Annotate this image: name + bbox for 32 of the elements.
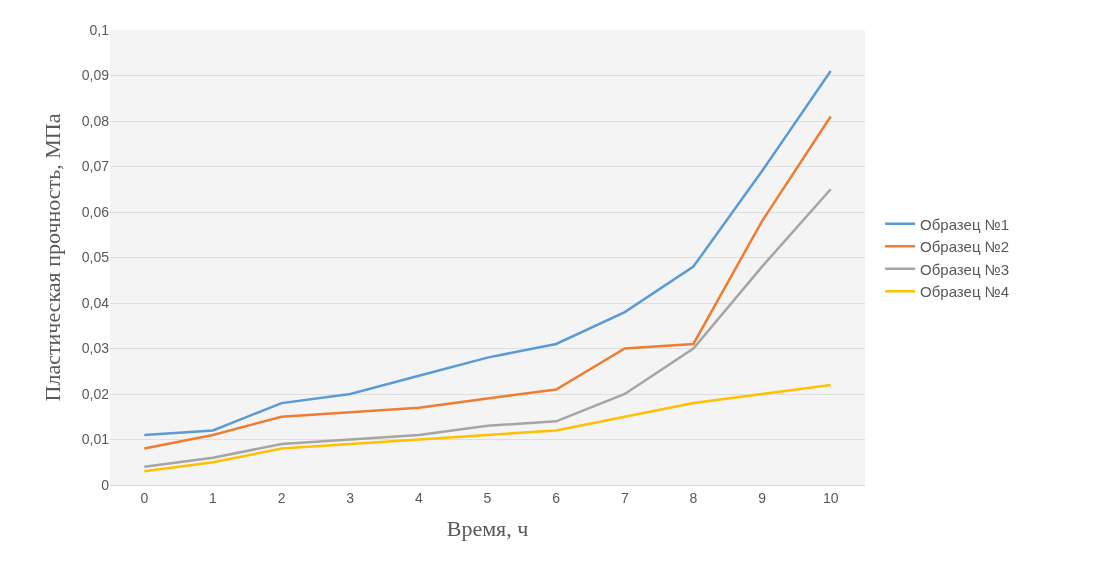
- y-axis-title: Пластическая прочность, МПа: [39, 113, 65, 402]
- x-tick-label: 9: [758, 489, 767, 506]
- x-axis-title: Время, ч: [446, 515, 529, 541]
- legend-label: Образец №3: [920, 260, 1010, 278]
- y-tick-label: 0,1: [89, 21, 110, 38]
- line-series: [143, 383, 832, 473]
- x-tick-label: 6: [552, 489, 561, 506]
- y-tick-label: 0,02: [81, 385, 110, 402]
- line-series: [143, 188, 832, 469]
- legend-label: Образец №4: [920, 283, 1010, 301]
- y-tick-label: 0,03: [81, 340, 110, 357]
- x-tick-label: 8: [689, 489, 698, 506]
- y-tick-label: 0,01: [81, 431, 110, 448]
- line-series: [143, 115, 832, 450]
- x-tick-label: 1: [209, 489, 218, 506]
- legend-label: Образец №1: [920, 215, 1010, 233]
- x-tick-label: 5: [483, 489, 492, 506]
- y-tick-label: 0,05: [81, 249, 110, 266]
- x-tick-label: 0: [140, 489, 149, 506]
- y-tick-label: 0: [101, 476, 110, 493]
- x-tick-label: 2: [277, 489, 286, 506]
- x-tick-label: 3: [346, 489, 355, 506]
- y-tick-label: 0,04: [81, 294, 110, 311]
- y-tick-label: 0,08: [81, 112, 110, 129]
- x-tick-label: 10: [822, 489, 839, 506]
- line-series: [143, 69, 832, 437]
- x-tick-label: 4: [414, 489, 423, 506]
- y-tick-label: 0,09: [81, 67, 110, 84]
- y-tick-label: 0,07: [81, 158, 110, 175]
- x-tick-label: 7: [620, 489, 629, 506]
- legend-label: Образец №2: [920, 238, 1010, 256]
- y-tick-label: 0,06: [81, 203, 110, 220]
